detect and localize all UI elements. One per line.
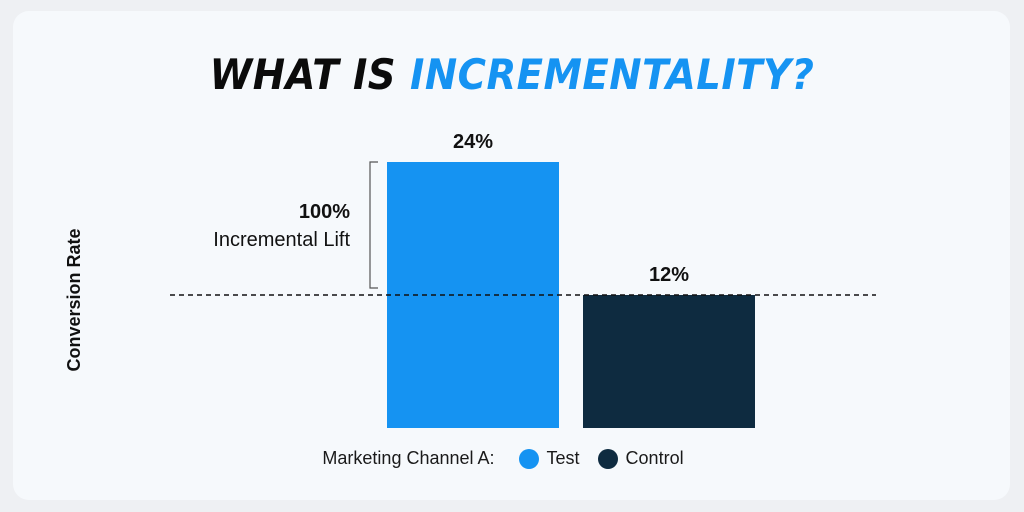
- legend-lead: Marketing Channel A:: [322, 448, 495, 468]
- legend-swatch-control: [597, 448, 618, 469]
- chart-title: WHAT IS INCREMENTALITY?: [41, 50, 983, 99]
- legend: Marketing Channel A: Test Control: [0, 448, 1024, 469]
- y-axis-label: Conversion Rate: [64, 228, 84, 371]
- lift-label: Incremental Lift: [213, 229, 350, 251]
- legend-item-control: Control: [597, 448, 684, 469]
- legend-label-control: Control: [625, 448, 684, 468]
- data-label-control: 12%: [649, 264, 689, 286]
- data-label-test: 24%: [453, 131, 493, 153]
- title-part-2: INCREMENTALITY?: [409, 50, 815, 99]
- title-part-1: WHAT IS: [209, 50, 410, 99]
- legend-item-test: Test: [518, 448, 580, 469]
- legend-label-test: Test: [546, 448, 580, 468]
- bar-control: [583, 295, 755, 428]
- lift-bracket: [369, 161, 378, 289]
- legend-swatch-test: [518, 448, 539, 469]
- lift-percent: 100%: [299, 201, 350, 223]
